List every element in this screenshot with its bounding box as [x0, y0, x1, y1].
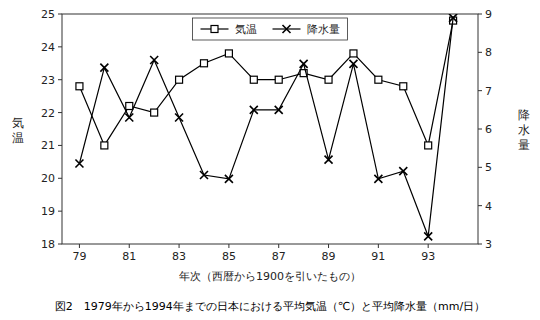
x-tick-label: 81	[122, 250, 136, 263]
point-marker	[75, 160, 83, 168]
point-marker	[325, 156, 333, 164]
y-tick	[58, 112, 62, 113]
point-marker	[101, 142, 108, 149]
y2-tick-label: 4	[485, 200, 492, 213]
x-tick	[129, 244, 130, 248]
y-tick	[58, 14, 62, 15]
point-marker	[200, 60, 207, 67]
x-tick-label: 79	[72, 250, 86, 263]
legend-label: 降水量	[307, 23, 340, 36]
point-marker	[424, 232, 432, 240]
point-marker	[399, 167, 407, 175]
point-marker	[275, 106, 283, 114]
y2-tick-label: 3	[485, 238, 492, 251]
y2-axis-label-line: 降	[518, 108, 530, 122]
x-tick-label: 93	[421, 250, 435, 263]
x-tick	[228, 244, 229, 248]
y2-tick	[478, 244, 482, 245]
y-tick	[58, 145, 62, 146]
legend-item: 降水量	[273, 23, 340, 36]
x-tick-label: 83	[172, 250, 186, 263]
caption: 図2 1979年から1994年までの日本における平均気温（℃）と平均降水量（mm…	[55, 300, 485, 313]
y2-tick	[478, 90, 482, 91]
y-tick	[58, 211, 62, 212]
y2-tick	[478, 52, 482, 53]
series-line	[79, 18, 453, 237]
y-tick-label: 21	[41, 139, 55, 152]
x-tick-label: 89	[322, 250, 336, 263]
x-tick	[278, 244, 279, 248]
x-tick	[179, 244, 180, 248]
point-marker	[126, 103, 133, 110]
point-marker	[325, 76, 332, 83]
y2-axis-label-line: 量	[518, 138, 530, 152]
chart-svg: 798183858789919318192021222324253456789気…	[0, 0, 540, 320]
point-marker	[225, 50, 232, 57]
chart-container: 798183858789919318192021222324253456789気…	[0, 0, 540, 320]
point-marker	[425, 142, 432, 149]
point-marker	[200, 171, 208, 179]
y-tick-label: 18	[41, 238, 55, 251]
y-tick-label: 25	[41, 8, 55, 21]
point-marker	[151, 109, 158, 116]
y-tick	[58, 244, 62, 245]
y-tick-label: 22	[41, 107, 55, 120]
legend-marker	[283, 25, 291, 33]
point-marker	[150, 56, 158, 64]
y2-tick-label: 8	[485, 46, 492, 59]
point-marker	[125, 114, 133, 122]
plot-area	[75, 14, 457, 240]
point-marker	[375, 76, 382, 83]
y-tick-label: 23	[41, 74, 55, 87]
y-tick	[58, 46, 62, 47]
y-axis-label-line: 温	[12, 131, 24, 145]
x-tick	[79, 244, 80, 248]
y2-tick	[478, 205, 482, 206]
legend-item: 気温	[201, 23, 257, 36]
plot-frame	[62, 14, 478, 244]
x-tick	[328, 244, 329, 248]
point-marker	[225, 175, 233, 183]
y2-tick	[478, 14, 482, 15]
legend-marker	[211, 26, 218, 33]
point-marker	[275, 76, 282, 83]
point-marker	[100, 64, 108, 72]
y-tick-label: 20	[41, 172, 55, 185]
legend-frame	[193, 18, 348, 40]
y-axis-label-line: 気	[12, 116, 24, 130]
y-tick-label: 19	[41, 205, 55, 218]
point-marker	[300, 60, 308, 68]
y2-tick-label: 9	[485, 8, 492, 21]
point-marker	[350, 50, 357, 57]
point-marker	[175, 114, 183, 122]
y2-tick-label: 6	[485, 123, 492, 136]
x-tick-label: 87	[272, 250, 286, 263]
y-axis-label: 気温	[12, 116, 24, 145]
y2-tick-label: 7	[485, 85, 492, 98]
x-axis-label: 年次（西暦から1900を引いたもの）	[179, 270, 361, 283]
point-marker	[449, 14, 457, 22]
point-marker	[250, 106, 258, 114]
x-tick-label: 85	[222, 250, 236, 263]
y2-axis-label: 降水量	[518, 108, 530, 152]
y-tick	[58, 79, 62, 80]
y2-tick	[478, 167, 482, 168]
legend: 気温 降水量	[193, 18, 348, 40]
point-marker	[176, 76, 183, 83]
y2-tick	[478, 129, 482, 130]
y2-axis-label-line: 水	[518, 123, 530, 137]
y2-tick-label: 5	[485, 161, 492, 174]
x-tick	[378, 244, 379, 248]
legend-label: 気温	[235, 23, 257, 36]
y-tick	[58, 178, 62, 179]
point-marker	[250, 76, 257, 83]
point-marker	[76, 83, 83, 90]
point-marker	[349, 60, 357, 68]
point-marker	[374, 175, 382, 183]
y-tick-label: 24	[41, 41, 55, 54]
x-tick-label: 91	[371, 250, 385, 263]
x-tick	[428, 244, 429, 248]
point-marker	[400, 83, 407, 90]
